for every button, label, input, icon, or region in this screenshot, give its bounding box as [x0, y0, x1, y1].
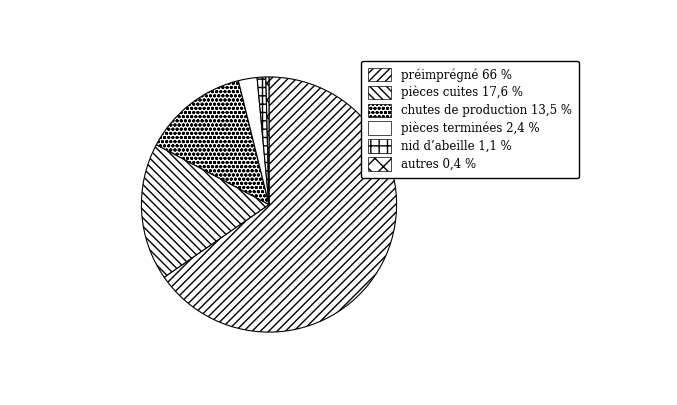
Wedge shape	[156, 81, 269, 205]
Wedge shape	[266, 77, 269, 205]
Wedge shape	[141, 145, 269, 277]
Legend: préimprégné 66 %, pièces cuites 17,6 %, chutes de production 13,5 %, pièces term: préimprégné 66 %, pièces cuites 17,6 %, …	[361, 61, 579, 178]
Wedge shape	[238, 77, 269, 205]
Wedge shape	[257, 77, 269, 205]
Wedge shape	[165, 77, 397, 332]
